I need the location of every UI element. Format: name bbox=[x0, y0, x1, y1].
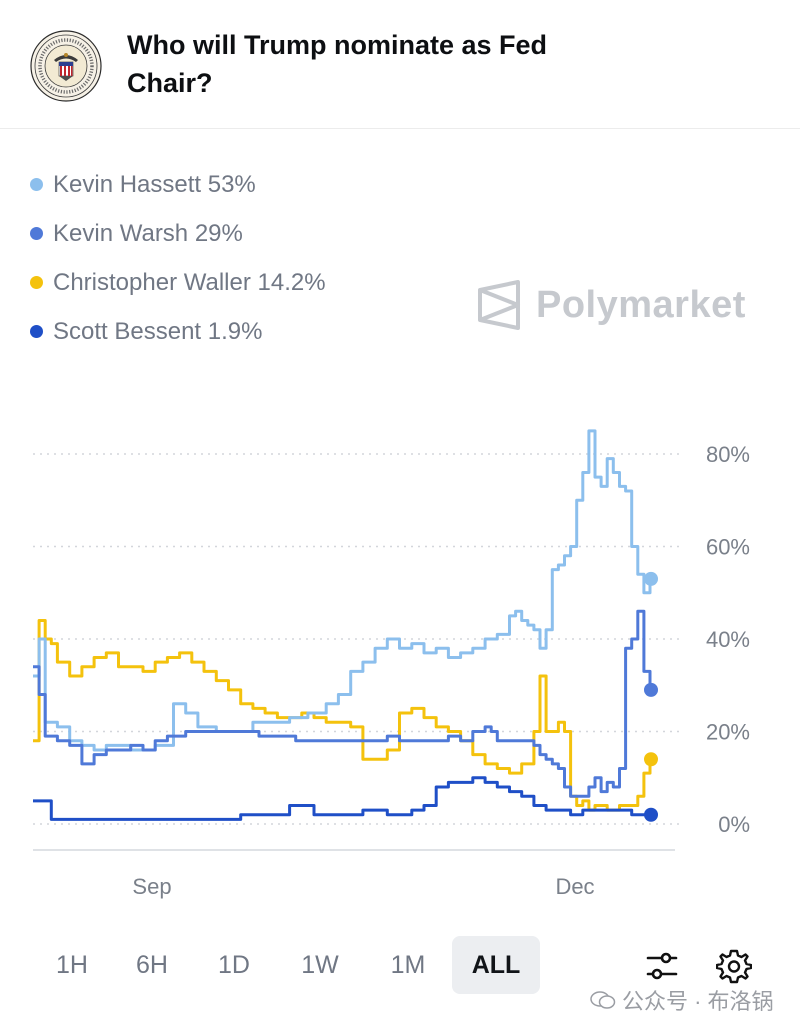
legend-item-kevin-hassett: Kevin Hassett 53% bbox=[30, 160, 326, 209]
legend-item-christopher-waller: Christopher Waller 14.2% bbox=[30, 258, 326, 307]
legend-dot bbox=[30, 325, 43, 338]
legend-dot bbox=[30, 178, 43, 191]
series-line-scott-bessent bbox=[33, 776, 650, 821]
market-title: Who will Trump nominate as Fed Chair? bbox=[127, 30, 548, 98]
range-button-1m[interactable]: 1M bbox=[390, 951, 426, 979]
polymarket-watermark: Polymarket bbox=[476, 280, 746, 330]
series-line-christopher-waller bbox=[33, 619, 652, 812]
y-tick-label: 0% bbox=[718, 812, 750, 837]
gear-icon[interactable] bbox=[716, 948, 752, 984]
legend-label: Kevin Hassett 53% bbox=[53, 170, 256, 198]
market-header: Who will Trump nominate as Fed Chair? bbox=[0, 0, 800, 129]
polymarket-logo-icon bbox=[478, 280, 520, 330]
chart-settings-sliders-icon[interactable] bbox=[644, 948, 680, 984]
y-tick-label: 60% bbox=[706, 535, 750, 560]
y-axis-ticks: 0% 20% 40% 60% 80% bbox=[706, 442, 750, 837]
wechat-watermark-text: 公众号 · 布洛锅 bbox=[622, 989, 774, 1014]
watermark-text: Polymarket bbox=[536, 283, 746, 326]
time-range-toolbar: 1H 6H 1D 1W 1M ALL bbox=[0, 936, 800, 996]
price-history-chart: 0% 20% 40% 60% 80% Sep Dec bbox=[33, 429, 750, 899]
series-line-kevin-warsh bbox=[33, 609, 652, 798]
range-button-1h[interactable]: 1H bbox=[56, 951, 88, 979]
legend-item-scott-bessent: Scott Bessent 1.9% bbox=[30, 307, 326, 356]
x-tick-label: Dec bbox=[555, 874, 594, 899]
series-endpoints bbox=[644, 571, 658, 822]
series-endpoint-scott-bessent bbox=[644, 807, 658, 822]
series-endpoint-christopher-waller bbox=[644, 752, 658, 767]
legend-label: Kevin Warsh 29% bbox=[53, 219, 243, 247]
range-button-6h[interactable]: 6H bbox=[136, 951, 168, 979]
y-tick-label: 80% bbox=[706, 442, 750, 467]
series-endpoint-kevin-warsh bbox=[644, 682, 658, 697]
legend-label: Scott Bessent 1.9% bbox=[53, 317, 263, 345]
wechat-icon bbox=[590, 991, 616, 1009]
x-axis-ticks: Sep Dec bbox=[132, 874, 594, 899]
legend-item-kevin-warsh: Kevin Warsh 29% bbox=[30, 209, 326, 258]
wechat-watermark: 公众号 · 布洛锅 bbox=[590, 984, 774, 1016]
range-button-1w[interactable]: 1W bbox=[301, 951, 339, 979]
series-line-kevin-hassett bbox=[33, 429, 652, 752]
chart-series bbox=[33, 429, 652, 821]
range-button-1d[interactable]: 1D bbox=[218, 951, 250, 979]
range-button-all[interactable]: ALL bbox=[452, 936, 540, 994]
legend-dot bbox=[30, 276, 43, 289]
chart-grid bbox=[33, 453, 680, 825]
chart-legend: Kevin Hassett 53% Kevin Warsh 29% Christ… bbox=[30, 160, 326, 356]
federal-reserve-seal-icon bbox=[30, 30, 102, 102]
x-tick-label: Sep bbox=[132, 874, 171, 899]
legend-dot bbox=[30, 227, 43, 240]
y-tick-label: 20% bbox=[706, 720, 750, 745]
y-tick-label: 40% bbox=[706, 627, 750, 652]
legend-label: Christopher Waller 14.2% bbox=[53, 268, 326, 296]
series-endpoint-kevin-hassett bbox=[644, 571, 658, 586]
